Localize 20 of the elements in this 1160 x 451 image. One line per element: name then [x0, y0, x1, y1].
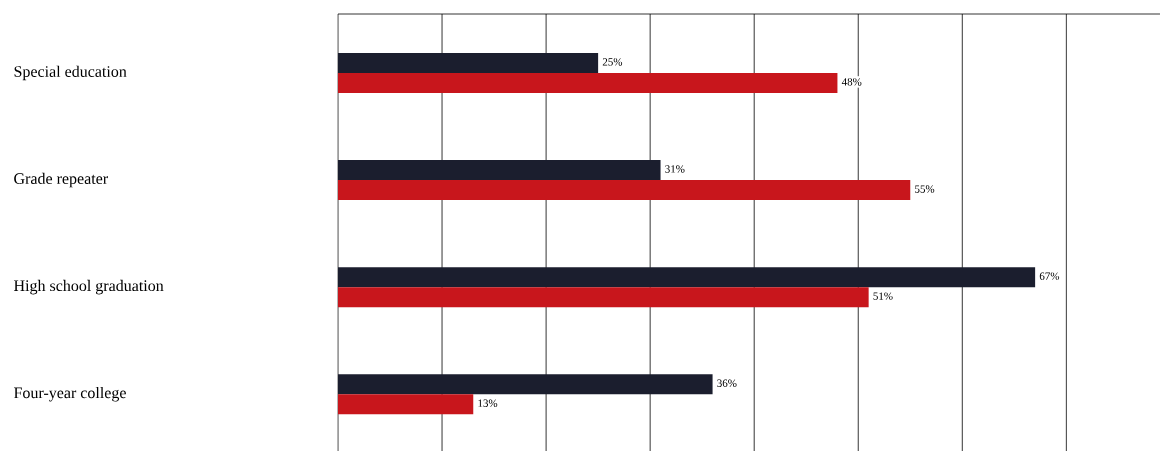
y-tick-label: Grade repeater	[14, 172, 108, 188]
bar	[338, 52, 599, 73]
data-label: 67%	[1039, 272, 1060, 280]
bar	[338, 160, 661, 181]
data-label: 25%	[602, 58, 623, 66]
bar	[338, 72, 838, 93]
data-label: 13%	[478, 399, 498, 407]
y-tick-label: Special education	[14, 65, 127, 81]
bar	[338, 267, 1036, 288]
data-label: 55%	[915, 185, 935, 193]
data-label: 36%	[717, 379, 737, 387]
bar	[338, 374, 713, 395]
y-tick-label: High school graduation	[13, 279, 164, 295]
bar	[338, 180, 911, 201]
y-tick-label: Four-year college	[13, 386, 126, 402]
data-label: 31%	[665, 165, 685, 173]
data-label: 48%	[841, 78, 862, 86]
bar	[338, 287, 869, 308]
bar	[338, 394, 474, 415]
data-label: 51%	[873, 292, 893, 300]
